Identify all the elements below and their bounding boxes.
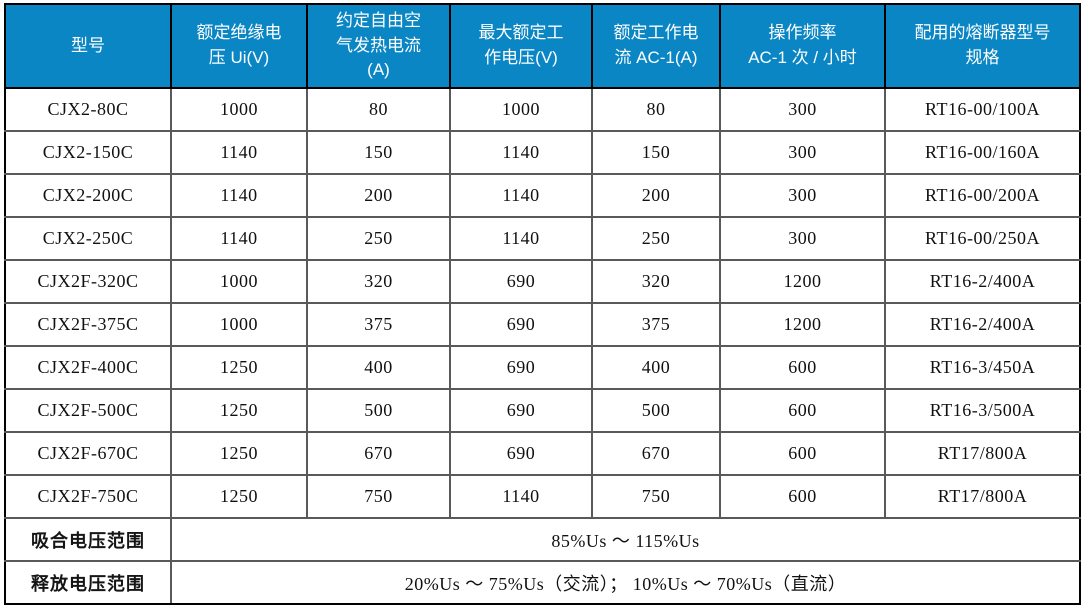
header-row: 型号 额定绝缘电压 Ui(V) 约定自由空 气发热电流 (A) 最大额定工 作电压(V… xyxy=(4,3,1081,89)
cell-rated-working-current: 500 xyxy=(591,388,721,433)
cell-rated-working-current: 750 xyxy=(591,474,721,519)
header-rated-working-current: 额定工作电流 AC-1(A) xyxy=(591,3,721,89)
cell-model: CJX2F-400C xyxy=(4,345,172,390)
table-row: CJX2F-750C 1250 750 1140 750 600 RT17/80… xyxy=(4,474,1081,519)
cell-matched-fuse-spec: RT16-3/500A xyxy=(884,388,1081,433)
cell-operating-frequency: 600 xyxy=(719,345,886,390)
table-row: CJX2F-400C 1250 400 690 400 600 RT16-3/4… xyxy=(4,345,1081,390)
cell-rated-working-current: 375 xyxy=(591,302,721,347)
cell-matched-fuse-spec: RT16-3/450A xyxy=(884,345,1081,390)
cell-matched-fuse-spec: RT16-00/160A xyxy=(884,130,1081,175)
cell-rated-insulation-voltage: 1000 xyxy=(170,259,308,304)
spec-table-container: 型号 额定绝缘电压 Ui(V) 约定自由空 气发热电流 (A) 最大额定工 作电压(V… xyxy=(4,3,1081,605)
cell-model: CJX2F-670C xyxy=(4,431,172,476)
cell-max-rated-working-voltage: 690 xyxy=(449,302,593,347)
cell-rated-working-current: 670 xyxy=(591,431,721,476)
header-max-rated-working-voltage: 最大额定工 作电压(V) xyxy=(449,3,593,89)
cell-free-air-thermal-current: 500 xyxy=(306,388,451,433)
cell-free-air-thermal-current: 150 xyxy=(306,130,451,175)
cell-max-rated-working-voltage: 1140 xyxy=(449,216,593,261)
cell-free-air-thermal-current: 400 xyxy=(306,345,451,390)
cell-operating-frequency: 600 xyxy=(719,431,886,476)
cell-max-rated-working-voltage: 1000 xyxy=(449,87,593,132)
cell-model: CJX2F-500C xyxy=(4,388,172,433)
cell-operating-frequency: 600 xyxy=(719,388,886,433)
cell-rated-working-current: 250 xyxy=(591,216,721,261)
pickup-voltage-value: 85%Us ～ 115%Us xyxy=(170,517,1081,562)
header-model: 型号 xyxy=(4,3,172,89)
cell-rated-insulation-voltage: 1250 xyxy=(170,431,308,476)
pickup-voltage-label: 吸合电压范围 xyxy=(4,517,172,562)
table-row: CJX2-80C 1000 80 1000 80 300 RT16-00/100… xyxy=(4,87,1081,132)
cell-max-rated-working-voltage: 690 xyxy=(449,431,593,476)
table-footer: 吸合电压范围 85%Us ～ 115%Us 释放电压范围 20%Us ～ 75%… xyxy=(4,517,1081,605)
cell-operating-frequency: 1200 xyxy=(719,259,886,304)
header-rated-insulation-voltage: 额定绝缘电压 Ui(V) xyxy=(170,3,308,89)
table-row: CJX2-250C 1140 250 1140 250 300 RT16-00/… xyxy=(4,216,1081,261)
release-voltage-label: 释放电压范围 xyxy=(4,560,172,605)
table-header: 型号 额定绝缘电压 Ui(V) 约定自由空 气发热电流 (A) 最大额定工 作电压(V… xyxy=(4,3,1081,89)
cell-max-rated-working-voltage: 1140 xyxy=(449,474,593,519)
cell-free-air-thermal-current: 320 xyxy=(306,259,451,304)
cell-free-air-thermal-current: 200 xyxy=(306,173,451,218)
cell-model: CJX2F-750C xyxy=(4,474,172,519)
cell-free-air-thermal-current: 750 xyxy=(306,474,451,519)
table-row: CJX2F-320C 1000 320 690 320 1200 RT16-2/… xyxy=(4,259,1081,304)
cell-operating-frequency: 600 xyxy=(719,474,886,519)
release-voltage-value: 20%Us ～ 75%Us（交流）； 10%Us ～ 70%Us（直流） xyxy=(170,560,1081,605)
header-operating-frequency: 操作频率 AC-1 次 / 小时 xyxy=(719,3,886,89)
cell-max-rated-working-voltage: 1140 xyxy=(449,130,593,175)
cell-matched-fuse-spec: RT16-00/250A xyxy=(884,216,1081,261)
cell-matched-fuse-spec: RT16-2/400A xyxy=(884,259,1081,304)
header-free-air-thermal-current: 约定自由空 气发热电流 (A) xyxy=(306,3,451,89)
cell-rated-working-current: 400 xyxy=(591,345,721,390)
cell-max-rated-working-voltage: 1140 xyxy=(449,173,593,218)
cell-model: CJX2-150C xyxy=(4,130,172,175)
cell-model: CJX2-200C xyxy=(4,173,172,218)
cell-free-air-thermal-current: 80 xyxy=(306,87,451,132)
table-row: CJX2F-670C 1250 670 690 670 600 RT17/800… xyxy=(4,431,1081,476)
cell-rated-insulation-voltage: 1140 xyxy=(170,216,308,261)
cell-operating-frequency: 300 xyxy=(719,87,886,132)
cell-operating-frequency: 300 xyxy=(719,216,886,261)
cell-max-rated-working-voltage: 690 xyxy=(449,345,593,390)
cell-rated-working-current: 200 xyxy=(591,173,721,218)
cell-max-rated-working-voltage: 690 xyxy=(449,259,593,304)
cell-rated-insulation-voltage: 1250 xyxy=(170,345,308,390)
cell-free-air-thermal-current: 375 xyxy=(306,302,451,347)
header-matched-fuse-spec: 配用的熔断器型号 规格 xyxy=(884,3,1081,89)
table-row: CJX2F-375C 1000 375 690 375 1200 RT16-2/… xyxy=(4,302,1081,347)
cell-model: CJX2-80C xyxy=(4,87,172,132)
cell-operating-frequency: 1200 xyxy=(719,302,886,347)
cell-operating-frequency: 300 xyxy=(719,130,886,175)
cell-matched-fuse-spec: RT17/800A xyxy=(884,431,1081,476)
cell-rated-insulation-voltage: 1140 xyxy=(170,173,308,218)
cell-rated-insulation-voltage: 1000 xyxy=(170,302,308,347)
cell-rated-insulation-voltage: 1140 xyxy=(170,130,308,175)
cell-rated-working-current: 320 xyxy=(591,259,721,304)
cell-matched-fuse-spec: RT16-2/400A xyxy=(884,302,1081,347)
cell-rated-working-current: 150 xyxy=(591,130,721,175)
table-row: CJX2-150C 1140 150 1140 150 300 RT16-00/… xyxy=(4,130,1081,175)
contactor-spec-table: 型号 额定绝缘电压 Ui(V) 约定自由空 气发热电流 (A) 最大额定工 作电压(V… xyxy=(4,3,1081,605)
cell-model: CJX2-250C xyxy=(4,216,172,261)
table-row: CJX2F-500C 1250 500 690 500 600 RT16-3/5… xyxy=(4,388,1081,433)
cell-rated-insulation-voltage: 1250 xyxy=(170,474,308,519)
cell-matched-fuse-spec: RT17/800A xyxy=(884,474,1081,519)
footer-row-release-voltage: 释放电压范围 20%Us ～ 75%Us（交流）； 10%Us ～ 70%Us（… xyxy=(4,560,1081,605)
table-row: CJX2-200C 1140 200 1140 200 300 RT16-00/… xyxy=(4,173,1081,218)
cell-free-air-thermal-current: 250 xyxy=(306,216,451,261)
cell-rated-insulation-voltage: 1250 xyxy=(170,388,308,433)
cell-model: CJX2F-320C xyxy=(4,259,172,304)
table-body: CJX2-80C 1000 80 1000 80 300 RT16-00/100… xyxy=(4,87,1081,519)
cell-matched-fuse-spec: RT16-00/200A xyxy=(884,173,1081,218)
cell-operating-frequency: 300 xyxy=(719,173,886,218)
cell-matched-fuse-spec: RT16-00/100A xyxy=(884,87,1081,132)
cell-rated-working-current: 80 xyxy=(591,87,721,132)
cell-max-rated-working-voltage: 690 xyxy=(449,388,593,433)
cell-model: CJX2F-375C xyxy=(4,302,172,347)
footer-row-pickup-voltage: 吸合电压范围 85%Us ～ 115%Us xyxy=(4,517,1081,562)
cell-rated-insulation-voltage: 1000 xyxy=(170,87,308,132)
cell-free-air-thermal-current: 670 xyxy=(306,431,451,476)
